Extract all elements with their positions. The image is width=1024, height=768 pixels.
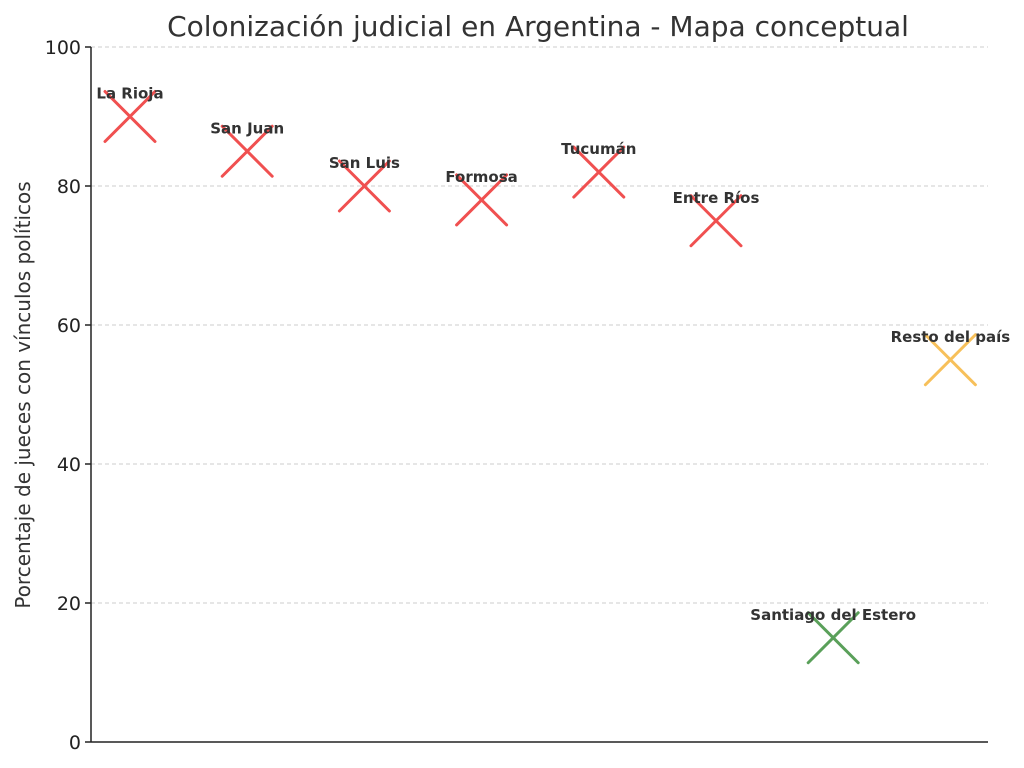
y-tick-label: 0	[69, 732, 81, 754]
y-tick-label: 20	[57, 593, 81, 615]
point-label: Formosa	[445, 168, 517, 186]
data-point: Entre Ríos	[673, 189, 760, 248]
data-point: San Juan	[210, 119, 284, 178]
point-label: La Rioja	[96, 85, 163, 103]
data-point: Santiago del Estero	[750, 606, 916, 665]
point-label: Resto del país	[891, 328, 1011, 346]
x-marker-stroke	[220, 124, 274, 178]
y-tick-label: 60	[57, 315, 81, 337]
data-point: Formosa	[445, 168, 518, 227]
x-marker-stroke	[572, 145, 626, 199]
y-axis-label: Porcentaje de jueces con vínculos políti…	[11, 181, 35, 608]
data-point: San Luis	[329, 154, 400, 213]
data-point: Tucumán	[561, 140, 636, 199]
point-label: San Juan	[210, 119, 284, 137]
y-tick-label: 80	[57, 176, 81, 198]
x-marker-stroke	[337, 159, 391, 213]
point-label: Santiago del Estero	[750, 606, 916, 624]
data-point: Resto del país	[891, 328, 1011, 387]
y-tick-label: 40	[57, 454, 81, 476]
grid	[91, 46, 988, 604]
point-label: Entre Ríos	[673, 189, 760, 207]
x-marker-stroke	[455, 173, 509, 227]
x-marker-stroke	[103, 90, 157, 143]
axes: 0 20 40 60 80 100	[45, 37, 988, 754]
point-label: San Luis	[329, 154, 400, 172]
y-tick-label: 100	[45, 37, 81, 59]
x-marker-stroke	[923, 333, 977, 387]
x-marker-stroke	[689, 194, 743, 248]
chart-title: Colonización judicial en Argentina - Map…	[167, 10, 909, 43]
data-point: La Rioja	[96, 85, 164, 143]
point-label: Tucumán	[561, 140, 636, 158]
data-points: La Rioja San Juan San Luis Formosa Tucumán En…	[96, 85, 1011, 665]
x-marker-stroke	[806, 611, 860, 665]
